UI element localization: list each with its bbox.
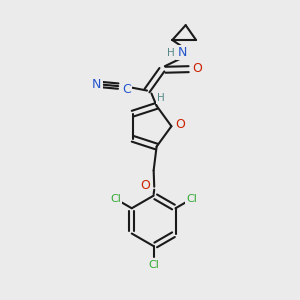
Text: O: O xyxy=(176,118,185,131)
Text: Cl: Cl xyxy=(186,194,197,204)
Text: H: H xyxy=(158,93,165,103)
Text: O: O xyxy=(193,62,202,75)
Text: C: C xyxy=(122,82,130,96)
Text: N: N xyxy=(177,46,187,59)
Text: N: N xyxy=(92,77,101,91)
Text: H: H xyxy=(167,47,175,58)
Text: O: O xyxy=(140,179,150,192)
Text: Cl: Cl xyxy=(148,260,159,270)
Text: Cl: Cl xyxy=(110,194,121,204)
